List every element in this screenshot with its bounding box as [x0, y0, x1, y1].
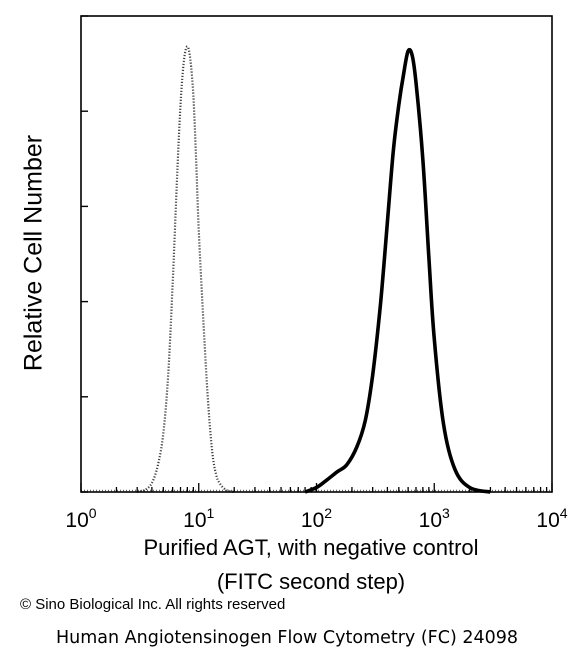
- x-tick-label: 102: [301, 505, 332, 532]
- plot-frame: [80, 15, 553, 493]
- x-tick-label: 100: [65, 505, 96, 532]
- series-purified-agt-histogram: [304, 47, 491, 494]
- copyright-notice: © Sino Biological Inc. All rights reserv…: [20, 596, 286, 613]
- x-tick-labels: 100 101 102 103 104: [65, 505, 567, 532]
- series-layer: [81, 45, 552, 494]
- x-axis-label-line-2: (FITC second step): [216, 569, 406, 594]
- plot-border: [80, 15, 553, 493]
- y-axis-label: Relative Cell Number: [19, 134, 48, 372]
- x-tick-label: 104: [536, 505, 567, 532]
- x-axis-label-line-1: Purified AGT, with negative control: [143, 535, 479, 560]
- series-negative-control-histogram: [136, 45, 235, 494]
- x-tick-label: 103: [419, 505, 450, 532]
- figure-caption: Human Angiotensinogen Flow Cytometry (FC…: [55, 628, 519, 648]
- x-tick-label: 101: [183, 505, 214, 532]
- y-axis-ticks: [81, 15, 88, 493]
